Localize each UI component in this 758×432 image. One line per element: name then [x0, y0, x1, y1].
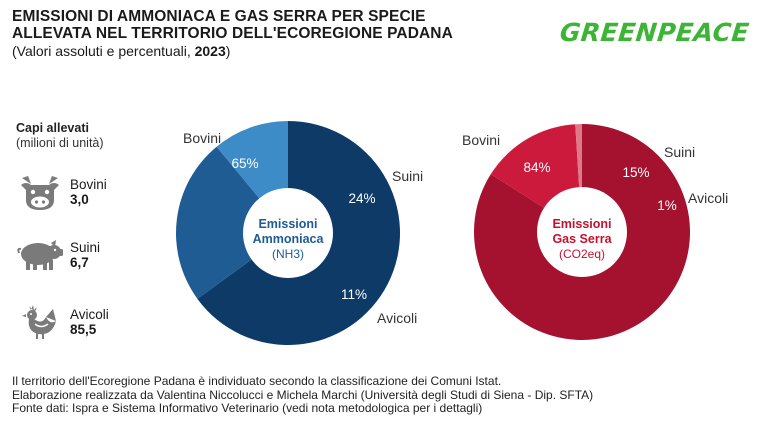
chicken-icon	[14, 301, 66, 343]
percent-label: 1%	[657, 198, 677, 213]
subtitle-year: 2023	[194, 43, 226, 59]
percent-label: 11%	[341, 287, 367, 302]
livestock-heading-title: Capi allevati	[16, 121, 89, 135]
category-label: Suini	[664, 144, 695, 160]
center-title-line-1: Emissioni	[552, 217, 611, 231]
livestock-item-avicoli: Avicoli 85,5	[14, 301, 109, 343]
footnotes: Il territorio dell'Ecoregione Padana è i…	[12, 374, 594, 416]
livestock-item-bovini: Bovini 3,0	[14, 171, 107, 213]
percent-label: 24%	[348, 191, 375, 206]
center-subtitle: (CO2eq)	[559, 247, 605, 261]
percent-label: 84%	[523, 160, 550, 175]
livestock-label: Avicoli	[70, 307, 109, 322]
category-label: Bovini	[462, 132, 500, 148]
chart-title: EMISSIONI DI AMMONIACA E GAS SERRA PER S…	[12, 8, 532, 42]
donut-slice-suini	[176, 146, 288, 299]
chart-subtitle: (Valori assoluti e percentuali, 2023)	[12, 43, 230, 60]
center-title-line-1: Emissioni	[258, 217, 317, 231]
livestock-item-suini: Suini 6,7	[14, 234, 100, 276]
footnote-source: Fonte dati: Ispra e Sistema Informativo …	[12, 401, 483, 415]
livestock-heading-unit: (milioni di unità)	[16, 136, 104, 150]
center-title-line-2: Gas Serra	[552, 232, 612, 246]
livestock-value: 6,7	[70, 255, 89, 270]
livestock-heading: Capi allevati (milioni di unità)	[16, 121, 104, 151]
percent-label: 65%	[231, 156, 258, 171]
footnote-territory: Il territorio dell'Ecoregione Padana è i…	[12, 374, 502, 388]
center-title-line-2: Ammoniaca	[253, 232, 325, 246]
category-label: Avicoli	[377, 310, 417, 326]
subtitle-text: (Valori assoluti e percentuali,	[12, 43, 195, 59]
livestock-value: 85,5	[70, 322, 97, 337]
livestock-label: Suini	[70, 240, 101, 255]
title-line-1: EMISSIONI DI AMMONIACA E GAS SERRA PER S…	[12, 8, 426, 25]
category-label: Suini	[392, 168, 423, 184]
center-subtitle: (NH3)	[272, 247, 304, 261]
title-line-2: ALLEVATA NEL TERRITORIO DELL'ECOREGIONE …	[12, 25, 453, 42]
donut-hole	[243, 188, 333, 278]
subtitle-close: )	[225, 43, 231, 59]
livestock-value: 3,0	[70, 192, 89, 207]
category-label: Avicoli	[688, 190, 728, 206]
cow-icon	[14, 171, 66, 213]
donut-hole	[537, 187, 627, 277]
category-label: Bovini	[183, 130, 221, 146]
livestock-label: Bovini	[70, 177, 107, 192]
pig-icon	[14, 234, 66, 276]
percent-label: 15%	[622, 165, 649, 180]
footnote-authors: Elaborazione realizzata da Valentina Nic…	[12, 387, 594, 402]
